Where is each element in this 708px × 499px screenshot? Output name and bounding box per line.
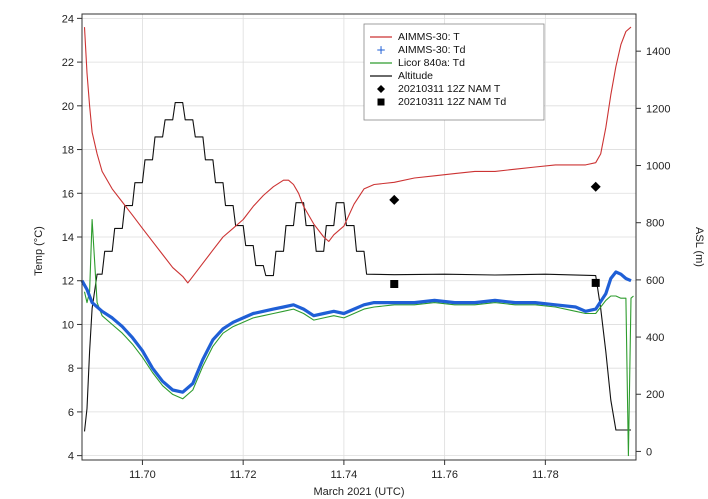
y-tick-label-6: 16 <box>62 188 74 200</box>
y2-tick-label-3: 600 <box>646 275 664 287</box>
x-tick-label-1: 11.72 <box>230 469 257 481</box>
y-tick-label-7: 18 <box>62 145 74 157</box>
legend-item-licor-td: Licor 840a: Td <box>370 57 465 69</box>
y2-tick-label-2: 400 <box>646 332 664 344</box>
y2-tick-label-1: 200 <box>646 389 664 401</box>
series-layer <box>80 26 634 457</box>
y-tick-label-3: 10 <box>62 319 74 331</box>
axes: 11.70 11.72 11.74 11.76 11.78 4 6 8 10 12 14 16 18 20… <box>62 13 671 481</box>
legend-item-aimms-td: + AIMMS-30: Td <box>376 43 466 57</box>
y-tick-label-9: 22 <box>62 57 74 69</box>
y-tick-label-0: 4 <box>68 451 74 463</box>
x-tick-label-0: 11.70 <box>129 469 156 481</box>
series-line-aimms-30-t <box>83 26 632 284</box>
legend-label-aimms-t: AIMMS-30: T <box>398 31 460 43</box>
legend-label-altitude: Altitude <box>398 70 433 82</box>
legend-box <box>363 23 545 121</box>
legend-item-aimms-t: AIMMS-30: T <box>370 31 460 43</box>
x-axis-title: March 2021 (UTC) <box>313 486 404 498</box>
series-line-licor-840a-td <box>83 218 634 457</box>
legend-label-aimms-td: AIMMS-30: Td <box>398 44 466 56</box>
marker-20210311-12z-nam-td-1 <box>591 278 600 287</box>
y-tick-label-4: 12 <box>62 276 74 288</box>
legend: AIMMS-30: T + AIMMS-30: Td Licor 840a: T… <box>363 23 545 121</box>
x-tick-label-2: 11.74 <box>331 469 358 481</box>
legend-label-nam-t: 20210311 12Z NAM T <box>398 83 501 95</box>
y2-tick-label-6: 1200 <box>646 103 670 115</box>
x-tick-label-4: 11.78 <box>532 469 559 481</box>
marker-20210311-12z-nam-td-0 <box>390 280 399 289</box>
legend-swatch-nam-t <box>377 85 385 93</box>
y-tick-label-10: 24 <box>62 13 74 25</box>
series-line-aimms-30-td <box>80 270 632 394</box>
legend-item-nam-td: 20210311 12Z NAM Td <box>377 96 506 108</box>
y2-tick-label-0: 0 <box>646 446 652 458</box>
legend-label-nam-td: 20210311 12Z NAM Td <box>398 96 506 108</box>
y-tick-label-1: 6 <box>68 407 74 419</box>
grid <box>82 14 636 460</box>
y-tick-label-8: 20 <box>62 101 74 113</box>
y-tick-label-2: 8 <box>68 363 74 375</box>
y-axis-title: Temp (°C) <box>33 226 45 276</box>
y2-tick-label-5: 1000 <box>646 161 670 173</box>
marker-20210311-12z-nam-t-1 <box>590 181 601 192</box>
y-tick-label-5: 14 <box>62 232 74 244</box>
legend-item-nam-t: 20210311 12Z NAM T <box>377 83 501 95</box>
legend-label-licor-td: Licor 840a: Td <box>398 57 465 69</box>
marker-20210311-12z-nam-t-0 <box>389 194 400 205</box>
y2-tick-label-7: 1400 <box>646 46 670 58</box>
series-line-altitude <box>83 102 631 432</box>
x-tick-label-3: 11.76 <box>431 469 458 481</box>
legend-swatch-aimms-td: + <box>376 43 386 57</box>
legend-swatch-nam-td <box>377 98 385 106</box>
legend-item-altitude: Altitude <box>370 70 433 82</box>
y2-tick-label-4: 800 <box>646 218 664 230</box>
y2-axis-title: ASL (m) <box>693 227 705 267</box>
